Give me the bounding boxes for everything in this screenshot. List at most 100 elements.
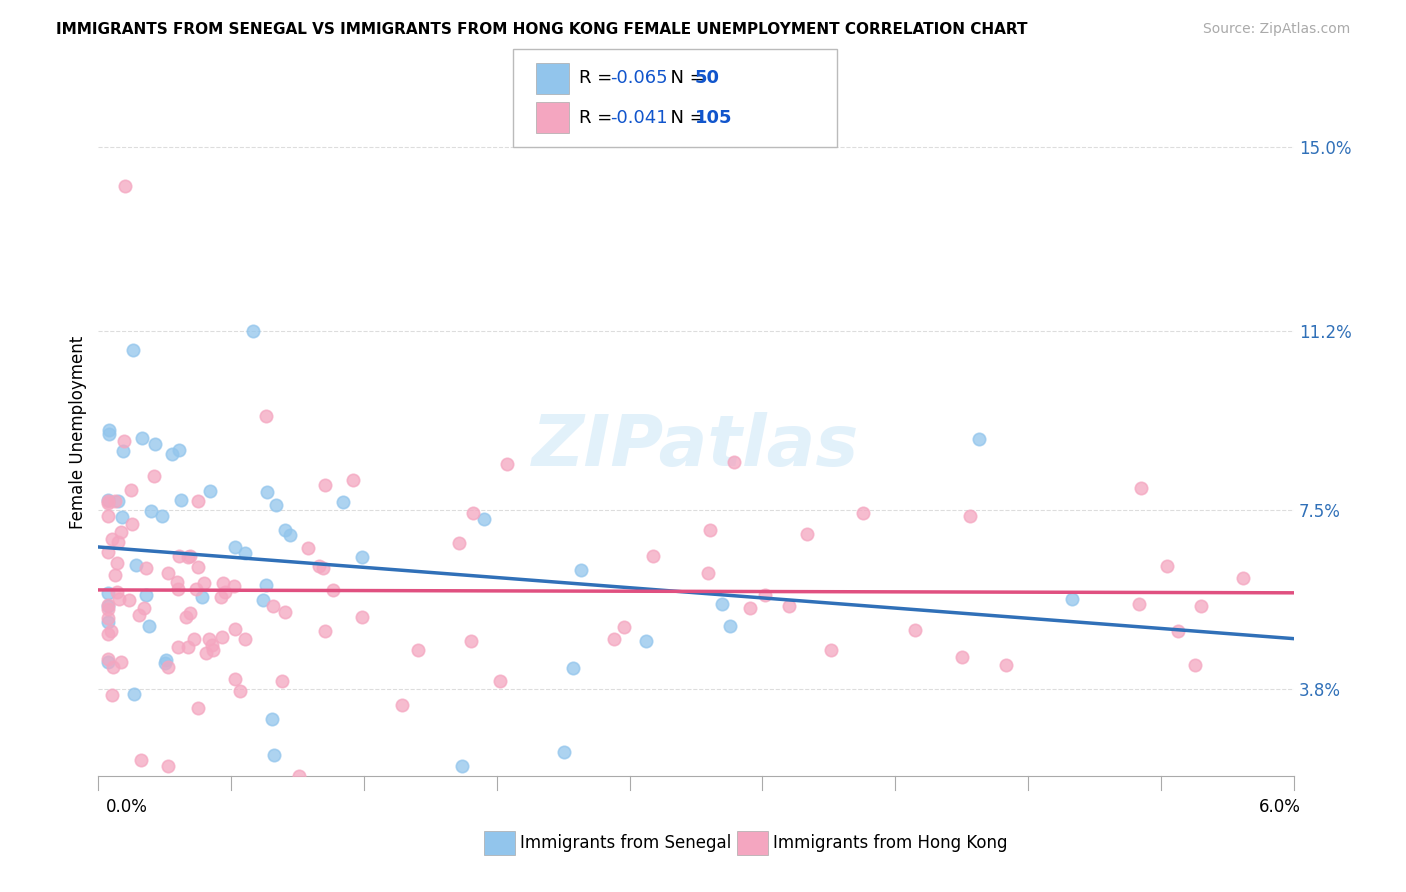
Point [212, 576, 235, 591]
Point [97, 509, 120, 524]
Point [134, 601, 156, 615]
Point [142, 469, 165, 483]
Point [262, 712, 284, 726]
Point [111, 510, 134, 524]
Point [145, 436, 167, 450]
Point [342, 473, 364, 487]
Point [252, 593, 274, 607]
Point [120, 483, 142, 497]
Point [233, 632, 256, 646]
Point [97, 494, 120, 508]
Point [406, 643, 429, 657]
Point [461, 507, 484, 521]
Point [97, 655, 120, 669]
Point [201, 642, 224, 657]
Point [179, 606, 201, 620]
Point [1156, 558, 1178, 573]
Point [118, 593, 141, 607]
Point [904, 623, 927, 637]
Point [553, 745, 575, 759]
Point [153, 656, 176, 670]
Point [187, 701, 209, 715]
Text: 105: 105 [695, 109, 733, 127]
Point [141, 504, 163, 518]
Text: Immigrants from Senegal: Immigrants from Senegal [520, 834, 731, 852]
Point [193, 575, 215, 590]
Point [495, 457, 517, 471]
Point [214, 584, 236, 599]
Point [1189, 599, 1212, 613]
Point [613, 620, 636, 634]
Point [97, 627, 120, 641]
Point [97, 599, 120, 613]
Point [138, 619, 160, 633]
Point [254, 578, 277, 592]
Point [107, 534, 129, 549]
Point [167, 549, 190, 563]
Point [135, 560, 157, 574]
Point [280, 528, 302, 542]
Point [201, 638, 224, 652]
Point [157, 660, 180, 674]
Point [155, 653, 177, 667]
Point [314, 478, 336, 492]
Text: -0.041: -0.041 [610, 109, 668, 127]
Text: Immigrants from Hong Kong: Immigrants from Hong Kong [773, 834, 1008, 852]
Point [447, 536, 470, 550]
Point [711, 598, 734, 612]
Text: R =: R = [579, 70, 619, 87]
Point [332, 495, 354, 509]
Point [114, 178, 136, 193]
Point [322, 582, 344, 597]
Point [110, 655, 132, 669]
Point [738, 601, 761, 615]
Point [194, 646, 217, 660]
Point [950, 649, 973, 664]
Point [263, 747, 285, 762]
Point [166, 575, 188, 590]
Point [110, 524, 132, 539]
Point [170, 493, 193, 508]
Text: -0.065: -0.065 [610, 70, 668, 87]
Point [224, 622, 246, 636]
Point [718, 619, 741, 633]
Text: Source: ZipAtlas.com: Source: ZipAtlas.com [1202, 22, 1350, 37]
Point [198, 484, 221, 499]
Point [121, 343, 143, 358]
Point [97, 427, 120, 442]
Point [101, 659, 124, 673]
Point [135, 588, 157, 602]
Point [229, 683, 252, 698]
Point [157, 759, 180, 773]
Point [312, 561, 335, 575]
Point [209, 590, 232, 604]
Point [107, 494, 129, 508]
Text: IMMIGRANTS FROM SENEGAL VS IMMIGRANTS FROM HONG KONG FEMALE UNEMPLOYMENT CORRELA: IMMIGRANTS FROM SENEGAL VS IMMIGRANTS FR… [56, 22, 1028, 37]
Point [97, 496, 120, 510]
Point [562, 660, 585, 674]
Point [124, 558, 146, 572]
Point [97, 602, 120, 616]
Point [256, 484, 278, 499]
Point [152, 508, 174, 523]
Point [266, 499, 288, 513]
Point [450, 759, 472, 773]
Text: 0.0%: 0.0% [105, 798, 148, 816]
Point [820, 643, 842, 657]
Point [122, 687, 145, 701]
Text: ZIPatlas: ZIPatlas [533, 412, 859, 481]
Point [97, 793, 120, 807]
Point [97, 545, 120, 559]
Point [176, 609, 198, 624]
Point [100, 624, 122, 638]
Point [778, 599, 800, 614]
Point [166, 582, 188, 597]
Point [105, 585, 128, 599]
Point [967, 432, 990, 446]
Point [187, 494, 209, 508]
Point [104, 567, 127, 582]
Point [271, 673, 294, 688]
Point [274, 605, 297, 619]
Point [97, 423, 120, 437]
Point [297, 541, 319, 555]
